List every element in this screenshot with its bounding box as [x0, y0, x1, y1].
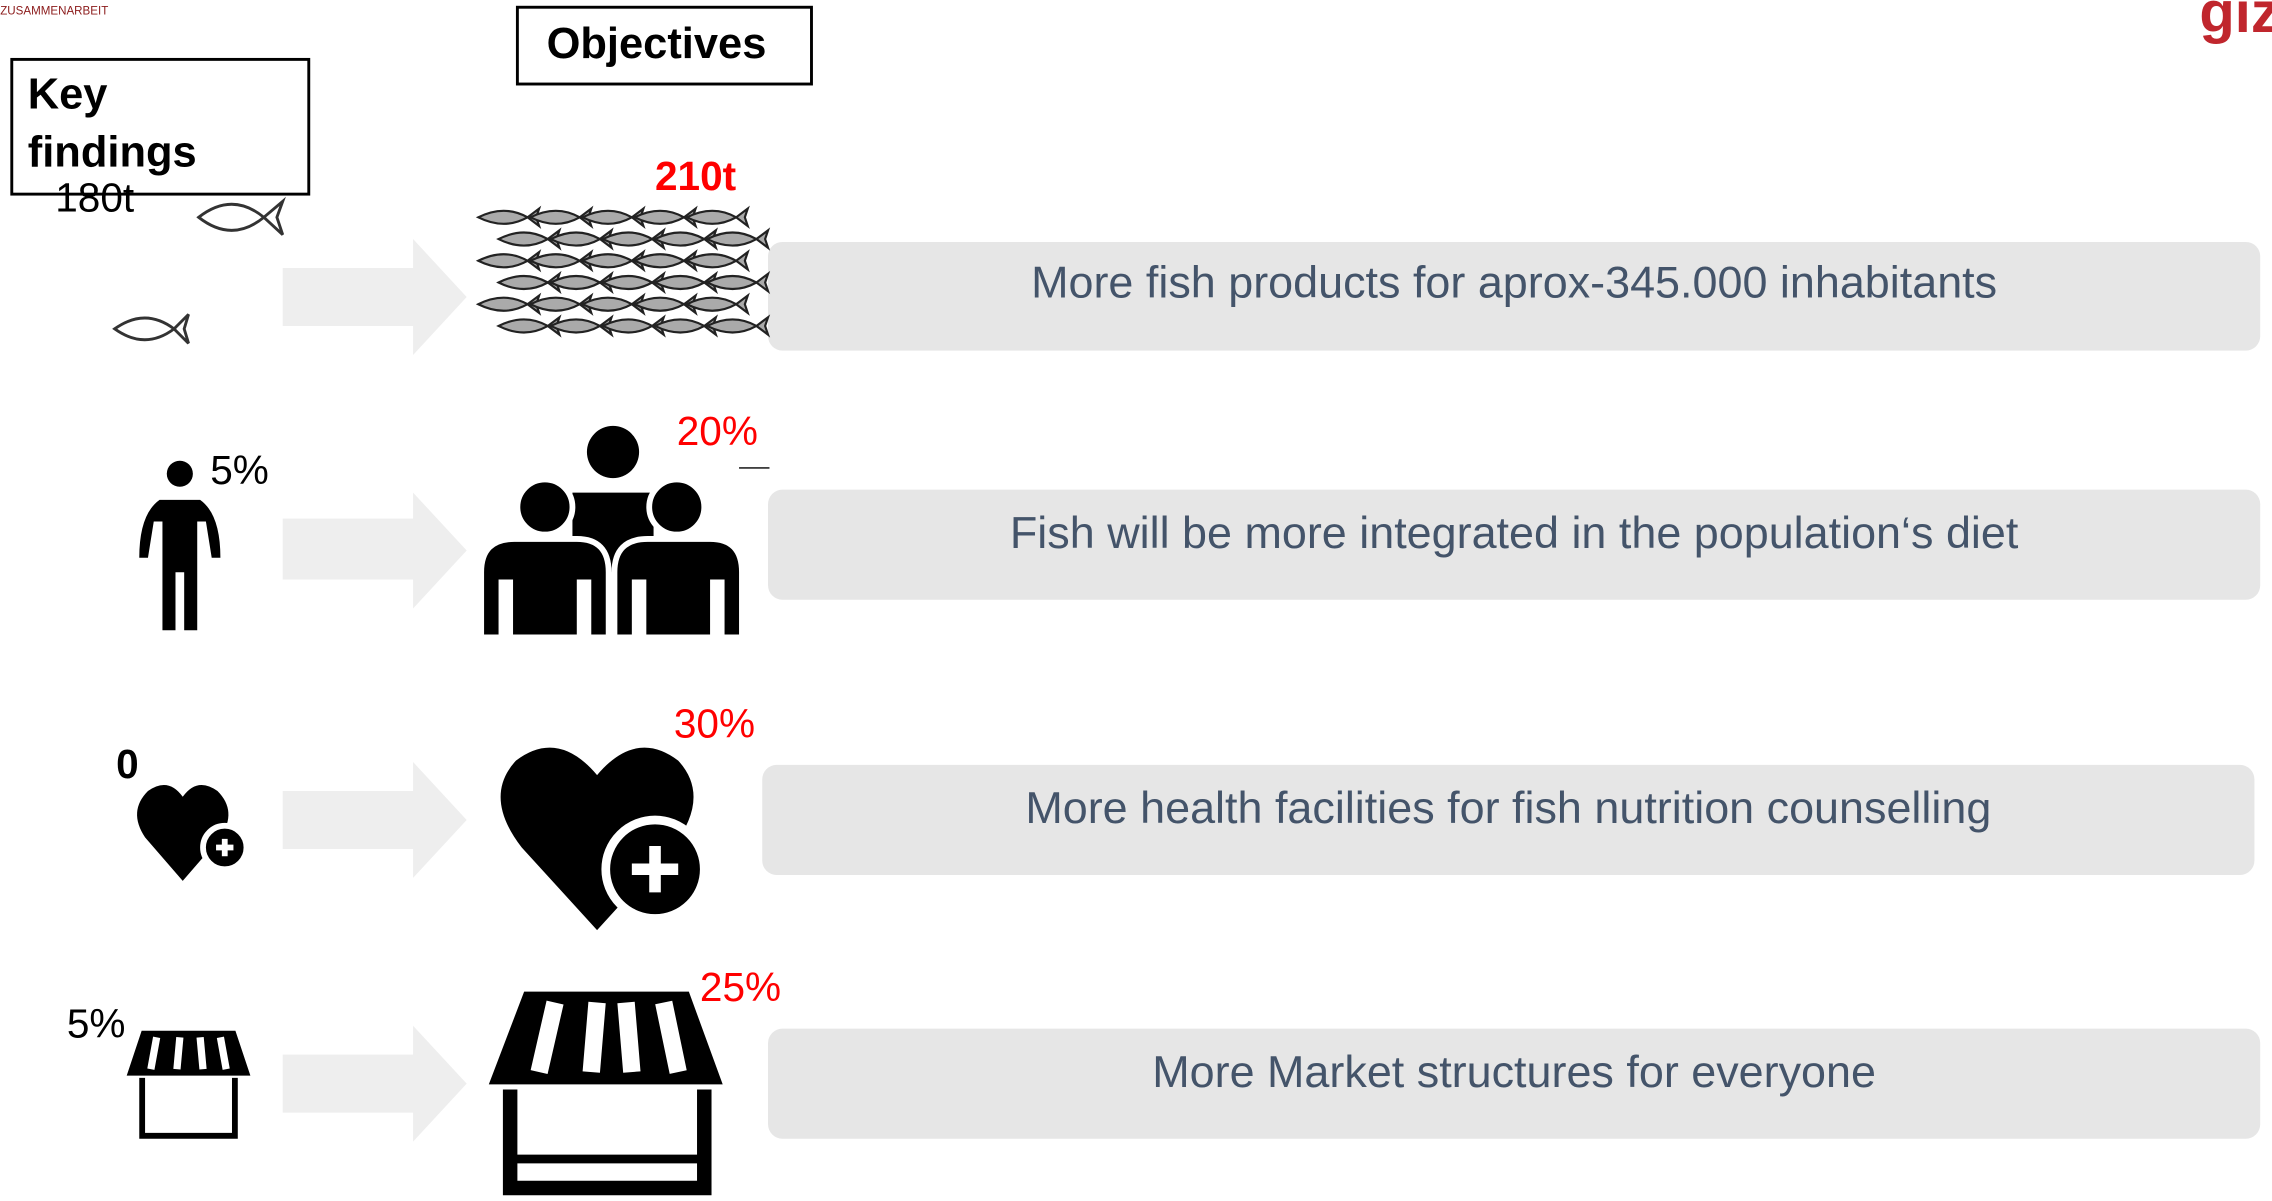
finding-value: 5% [210, 447, 269, 493]
finding-value: 180t [55, 175, 134, 221]
person-icon-part [167, 461, 193, 487]
objectives-title: Objectives [547, 20, 767, 68]
objective-value: 20% [677, 408, 758, 454]
org-text: ZUSAMMENARBEIT [0, 5, 108, 17]
logo: giz [2199, 0, 2272, 45]
objective-value: 25% [700, 964, 781, 1010]
fish-school-icon [478, 209, 768, 335]
arrows-part [283, 493, 467, 609]
description: More Market structures for everyone [1152, 1046, 1876, 1097]
description: Fish will be more integrated in the popu… [1010, 507, 2019, 558]
person-icon [139, 461, 220, 631]
shop-icon-large-part [510, 1089, 704, 1188]
shop-icon-large-part [490, 992, 722, 1083]
shop-icon [128, 1031, 250, 1135]
shop-icon-part [128, 1031, 250, 1074]
group-icon-part [517, 480, 572, 535]
fish-school-icon-part [707, 317, 768, 334]
description: More health facilities for fish nutritio… [1025, 782, 1991, 833]
fish-school-icon-part [687, 296, 748, 313]
arrows-part [283, 762, 467, 878]
heart-icon-large [501, 748, 705, 930]
arrows-part [283, 239, 467, 355]
group-icon-part [614, 539, 741, 638]
shop-icon-large [490, 992, 722, 1188]
objective-value: 210t [655, 153, 736, 199]
objective-value: 30% [674, 700, 755, 746]
fish-icon [115, 201, 283, 343]
group-icon-part [649, 480, 704, 535]
shop-icon-part [142, 1078, 235, 1136]
page: ZUSAMMENARBEIT giz Objectives Key findin… [0, 0, 2272, 1201]
finding-value: 5% [67, 1000, 126, 1046]
fish-school-icon-part [687, 252, 748, 269]
fish-icon-part [199, 201, 283, 234]
arrows [283, 239, 467, 1142]
fish-school-icon-part [687, 209, 748, 226]
key-findings-wrap: Key findings [28, 67, 231, 192]
fish-school-icon-part [707, 230, 768, 247]
heart-icon [137, 785, 246, 881]
description: More fish products for aprox-345.000 inh… [1031, 256, 1997, 307]
group-icon-part [587, 426, 639, 478]
person-icon-part [139, 500, 220, 630]
fish-school-icon-part [707, 274, 768, 291]
finding-value: 0 [116, 741, 139, 787]
group-icon [481, 426, 742, 638]
slide: ZUSAMMENARBEIT giz Objectives Key findin… [0, 0, 2272, 1201]
group-icon-part [481, 539, 608, 638]
arrows-part [283, 1026, 467, 1142]
key-findings-title: Key findings [28, 67, 231, 183]
fish-icon-part [115, 314, 189, 343]
